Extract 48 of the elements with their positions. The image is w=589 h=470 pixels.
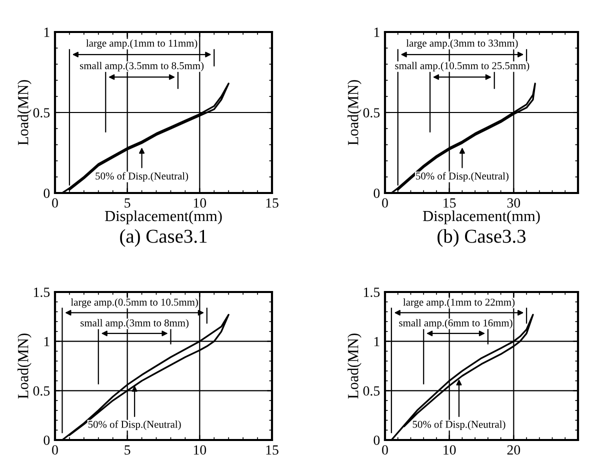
x-tick-label: 0 (382, 198, 388, 208)
x-tick-label: 20 (507, 445, 520, 455)
x-axis-title: Displacement(mm) (104, 210, 222, 224)
annotation: small amp.(10.5mm to 25.5mm) (395, 62, 530, 72)
x-tick-label: 15 (266, 445, 278, 455)
y-tick-label: 1 (374, 28, 380, 37)
y-axis-title: Load(MN) (348, 334, 362, 399)
y-axis-title: Load(MN) (18, 80, 32, 146)
y-tick-label: 0.5 (363, 386, 380, 396)
annotation: 50% of Disp.(Neutral) (88, 420, 181, 430)
annotation: large amp.(1mm to 22mm) (403, 298, 515, 308)
y-tick-label: 1 (44, 336, 50, 346)
x-tick-label: 15 (444, 198, 456, 208)
y-axis-title: Load(MN) (348, 80, 362, 146)
annotation: small amp.(3.5mm to 8.5mm) (80, 62, 204, 72)
y-tick-label: 0 (374, 188, 380, 198)
x-tick-label: 5 (124, 198, 130, 208)
y-tick-label: 0.5 (33, 108, 50, 118)
x-tick-label: 10 (194, 445, 206, 455)
text: (a) Case3.1 (120, 229, 207, 247)
text: (b) Case3.3 (438, 229, 526, 247)
x-tick-label: 0 (52, 198, 58, 208)
annotation: 50% of Disp.(Neutral) (412, 420, 506, 430)
y-tick-label: 0.5 (363, 108, 380, 118)
x-tick-label: 0 (382, 445, 388, 455)
x-tick-label: 10 (194, 198, 206, 208)
annotation: large amp.(3mm to 33mm) (406, 39, 518, 49)
annotation: large amp.(0.5mm to 10.5mm) (70, 298, 198, 308)
y-tick-label: 0 (44, 188, 50, 198)
y-tick-label: 1 (374, 336, 380, 346)
y-tick-label: 1.5 (364, 288, 380, 298)
x-tick-label: 5 (124, 445, 130, 455)
y-tick-label: 0 (374, 436, 380, 445)
annotation: 50% of Disp.(Neutral) (96, 172, 188, 182)
annotation: small amp.(3mm to 8mm) (80, 319, 188, 329)
y-tick-label: 0 (44, 436, 50, 445)
y-tick-label: 1 (44, 28, 50, 37)
x-tick-label: 30 (507, 198, 520, 208)
y-tick-label: 0.5 (33, 386, 50, 396)
x-tick-label: 15 (266, 198, 278, 208)
x-axis-title: Displacement(mm) (422, 210, 540, 224)
y-tick-label: 1.5 (34, 288, 50, 298)
annotation: large amp.(1mm to 11mm) (86, 39, 198, 49)
annotation: small amp.(6mm to 16mm) (399, 319, 512, 329)
y-axis-title: Load(MN) (18, 334, 32, 399)
x-tick-label: 0 (52, 445, 58, 455)
x-tick-label: 10 (444, 445, 456, 455)
annotation: 50% of Disp.(Neutral) (416, 172, 508, 182)
